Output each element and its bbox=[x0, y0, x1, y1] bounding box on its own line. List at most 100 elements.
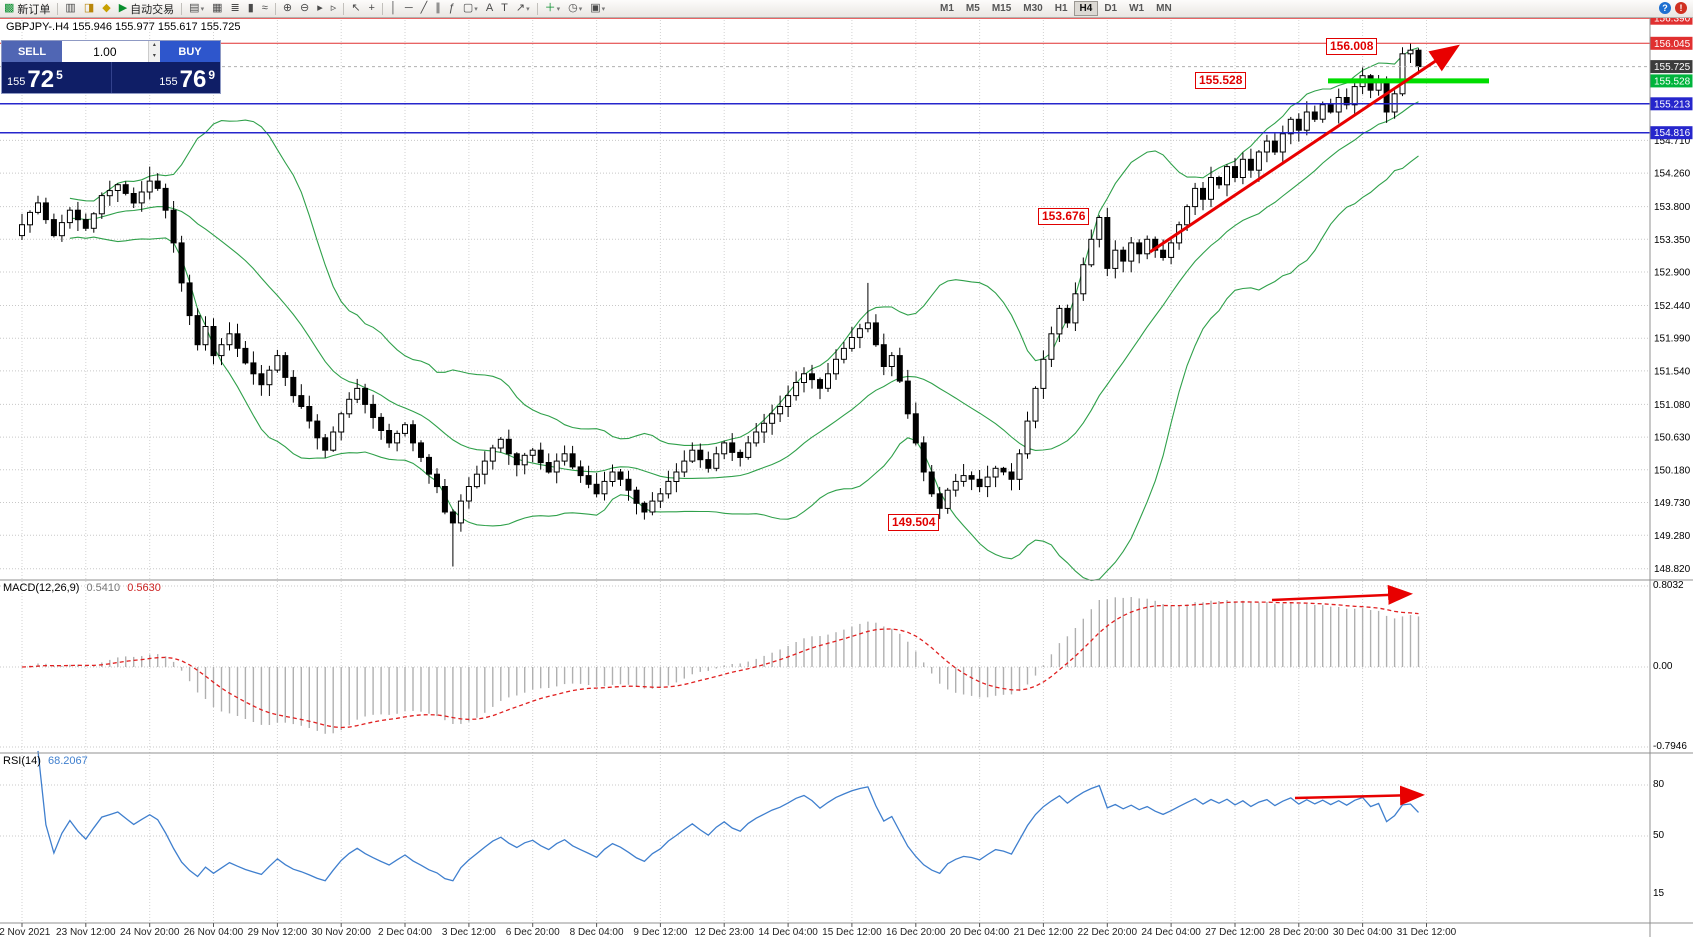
text-icon[interactable]: A bbox=[485, 2, 494, 14]
volume-input[interactable] bbox=[62, 41, 148, 62]
svg-text:153.350: 153.350 bbox=[1654, 235, 1691, 246]
new-order-button[interactable]: ▩ 新订单 bbox=[4, 2, 51, 16]
rsi-level-15: 15 bbox=[1653, 888, 1665, 899]
chart-shift-icon[interactable]: ▹ bbox=[330, 2, 337, 14]
svg-text:21 Dec 12:00: 21 Dec 12:00 bbox=[1014, 927, 1074, 937]
trend-arrow[interactable] bbox=[1149, 44, 1460, 254]
price-annotation-155528[interactable]: 155.528 bbox=[1195, 72, 1247, 89]
price-annotation-156008[interactable]: 156.008 bbox=[1326, 38, 1378, 55]
sell-price[interactable]: 155 72 5 bbox=[2, 62, 111, 93]
sell-price-prefix: 155 bbox=[7, 76, 26, 88]
svg-text:151.080: 151.080 bbox=[1654, 400, 1691, 411]
timeframe-m30[interactable]: M30 bbox=[1023, 3, 1043, 14]
market-watch-icon[interactable]: ◆ bbox=[102, 2, 111, 14]
volume-spinner: ▴ ▾ bbox=[147, 41, 160, 62]
price-annotation-149504[interactable]: 149.504 bbox=[888, 514, 940, 531]
timeframe-m15[interactable]: M15 bbox=[991, 3, 1012, 14]
new-order-button-label: 新订单 bbox=[17, 3, 51, 16]
svg-text:154.816: 154.816 bbox=[1654, 128, 1691, 139]
svg-text:154.260: 154.260 bbox=[1654, 169, 1691, 180]
time-axis[interactable]: 22 Nov 2021 23 Nov 12:00 24 Nov 20:00 26 No… bbox=[0, 923, 1457, 937]
buy-price[interactable]: 155 76 9 bbox=[112, 62, 221, 93]
toolbar-separator bbox=[536, 2, 538, 15]
profiles-icon[interactable]: ◨ bbox=[83, 2, 95, 14]
crosshair-icon[interactable]: + bbox=[368, 2, 375, 14]
timeframe-h1[interactable]: H1 bbox=[1054, 3, 1068, 14]
timeframe-mn[interactable]: MN bbox=[1156, 3, 1172, 14]
svg-text:30 Nov 20:00: 30 Nov 20:00 bbox=[311, 927, 371, 937]
svg-text:150.180: 150.180 bbox=[1654, 465, 1691, 476]
buy-button[interactable]: BUY bbox=[160, 41, 220, 62]
chart-bars-icon[interactable]: ≣ bbox=[230, 2, 240, 14]
timeframe-m5[interactable]: M5 bbox=[965, 3, 980, 14]
chart-annotations[interactable] bbox=[1149, 44, 1489, 806]
timeframe-w1[interactable]: W1 bbox=[1129, 3, 1145, 14]
alerts-icon[interactable]: ! bbox=[1675, 2, 1687, 14]
sell-button[interactable]: SELL bbox=[2, 41, 62, 62]
svg-text:148.820: 148.820 bbox=[1654, 564, 1691, 575]
macd-indicator-header: MACD(12,26,9) 0.5410 0.5630 bbox=[3, 582, 161, 594]
arrows-icon[interactable]: ↗ ▾ bbox=[515, 2, 530, 14]
svg-text:156.045: 156.045 bbox=[1654, 39, 1691, 50]
channel-icon[interactable]: ∥ bbox=[435, 2, 441, 14]
svg-text:149.280: 149.280 bbox=[1654, 531, 1691, 542]
tile-windows-icon[interactable]: ▦ bbox=[212, 2, 223, 14]
trendline-icon[interactable]: ╱ bbox=[420, 2, 428, 14]
zoom-out-icon[interactable]: ⊖ bbox=[300, 2, 310, 14]
svg-text:22 Dec 20:00: 22 Dec 20:00 bbox=[1078, 927, 1138, 937]
vertical-line-icon[interactable]: │ bbox=[389, 2, 397, 14]
macd-arrow[interactable] bbox=[1271, 584, 1413, 605]
community-icon[interactable]: ? bbox=[1659, 2, 1671, 14]
macd-main-value: 0.5410 bbox=[86, 582, 121, 594]
svg-text:14 Dec 04:00: 14 Dec 04:00 bbox=[758, 927, 818, 937]
macd-scale-max: 0.8032 bbox=[1653, 580, 1684, 591]
cursor-icon[interactable]: ↖ bbox=[351, 2, 361, 14]
charts-grid-icon[interactable]: ▥ bbox=[65, 2, 76, 14]
indicators-icon[interactable]: ＋ ▾ bbox=[544, 2, 561, 14]
new-chart-icon[interactable]: ▤ ▾ bbox=[189, 2, 205, 14]
templates-icon[interactable]: ▣ ▾ bbox=[590, 2, 606, 14]
svg-text:152.900: 152.900 bbox=[1654, 268, 1691, 279]
svg-text:150.630: 150.630 bbox=[1654, 433, 1691, 444]
svg-text:27 Dec 12:00: 27 Dec 12:00 bbox=[1205, 927, 1265, 937]
rsi-label: RSI(14) bbox=[3, 755, 41, 767]
price-divider bbox=[110, 62, 112, 93]
volume-up-button[interactable]: ▴ bbox=[148, 41, 160, 52]
rsi-arrow[interactable] bbox=[1294, 785, 1425, 806]
svg-text:155.725: 155.725 bbox=[1654, 62, 1691, 73]
svg-text:152.440: 152.440 bbox=[1654, 301, 1691, 312]
volume-down-button[interactable]: ▾ bbox=[148, 51, 160, 62]
shapes-icon[interactable]: ▢ ▾ bbox=[462, 2, 478, 14]
auto-scroll-icon[interactable]: ▸ bbox=[317, 2, 323, 14]
macd-scale-min: -0.7946 bbox=[1653, 741, 1687, 752]
label-icon[interactable]: T bbox=[501, 2, 508, 14]
macd-signal-value: 0.5630 bbox=[127, 582, 161, 594]
svg-text:2 Dec 04:00: 2 Dec 04:00 bbox=[378, 927, 432, 937]
price-annotation-153676[interactable]: 153.676 bbox=[1038, 208, 1090, 225]
svg-text:24 Dec 04:00: 24 Dec 04:00 bbox=[1141, 927, 1201, 937]
chart-line-icon[interactable]: ≈ bbox=[261, 2, 268, 14]
svg-text:156.390: 156.390 bbox=[1654, 14, 1691, 25]
chevron-down-icon: ▾ bbox=[526, 5, 530, 13]
timeframe-d1[interactable]: D1 bbox=[1104, 3, 1118, 14]
svg-text:153.800: 153.800 bbox=[1654, 202, 1691, 213]
fibonacci-icon[interactable]: ƒ bbox=[448, 2, 455, 14]
svg-text:154.710: 154.710 bbox=[1654, 136, 1691, 147]
toolbar-separator bbox=[181, 2, 183, 15]
svg-text:155.528: 155.528 bbox=[1654, 76, 1691, 87]
one-click-trading-panel: SELL ▴ ▾ BUY 155 72 5 155 76 9 bbox=[1, 40, 221, 94]
toolbar-separator bbox=[57, 2, 59, 15]
auto-trading-button[interactable]: ▶ 自动交易 bbox=[118, 2, 175, 16]
svg-text:16 Dec 20:00: 16 Dec 20:00 bbox=[886, 927, 946, 937]
zoom-in-icon[interactable]: ⊕ bbox=[282, 2, 293, 14]
timeframe-m1[interactable]: M1 bbox=[940, 3, 954, 14]
chevron-down-icon: ▾ bbox=[474, 5, 478, 13]
svg-text:6 Dec 20:00: 6 Dec 20:00 bbox=[506, 927, 560, 937]
horizontal-line-icon[interactable]: ─ bbox=[404, 2, 413, 14]
periods-icon[interactable]: ◷ ▾ bbox=[568, 2, 583, 14]
chart-candles-icon[interactable]: ▮ bbox=[247, 2, 254, 14]
chart-ohlc-header: GBPJPY-.H4 155.946 155.977 155.617 155.7… bbox=[6, 21, 241, 33]
timeframe-h4[interactable]: H4 bbox=[1073, 1, 1099, 16]
